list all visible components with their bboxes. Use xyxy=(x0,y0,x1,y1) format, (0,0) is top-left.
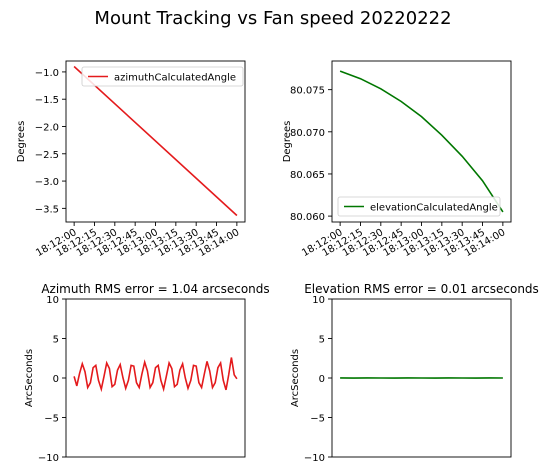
y-tick-label: −1.5 xyxy=(35,95,59,106)
y-axis-label: ArcSeconds xyxy=(24,349,35,407)
subplot-title: Elevation RMS error = 0.01 arcseconds xyxy=(304,282,539,296)
y-tick-label: 0 xyxy=(319,374,325,385)
y-axis-label: Degrees xyxy=(16,121,27,163)
subplot-4: 10 5 0 −5 −10 ArcSeconds Elevation RMS error =… xyxy=(290,282,539,464)
legend-box xyxy=(81,66,244,87)
series-line xyxy=(339,70,504,213)
y-tick-label: 80.065 xyxy=(290,170,325,181)
legend: elevationCalculatedAngle xyxy=(337,196,501,217)
y-tick-label: 80.070 xyxy=(290,128,325,139)
series-line xyxy=(73,65,238,217)
y-tick-label: −5 xyxy=(44,414,59,425)
subplot-2: 80.06080.06580.07080.07518:12:0018:12:15… xyxy=(282,60,512,259)
axes-layer: −1.0−1.5−2.0−2.5−3.0−3.518:12:0018:12:15… xyxy=(16,60,539,464)
y-tick-label: −2.5 xyxy=(35,150,59,161)
y-tick-label: 80.075 xyxy=(290,86,325,97)
y-tick-label: −3.5 xyxy=(35,204,59,215)
legend-label: elevationCalculatedAngle xyxy=(370,203,498,214)
y-tick-label: −3.0 xyxy=(35,177,59,188)
figure-title: Mount Tracking vs Fan speed 20220222 xyxy=(94,8,451,29)
y-tick-label: 5 xyxy=(319,335,325,346)
y-tick-label: −1.0 xyxy=(35,68,59,79)
legend-label: azimuthCalculatedAngle xyxy=(114,73,236,84)
subplot-title: Azimuth RMS error = 1.04 arcseconds xyxy=(41,282,269,296)
y-tick-label: 10 xyxy=(46,295,59,306)
y-tick-label: 0 xyxy=(53,374,59,385)
legend: azimuthCalculatedAngle xyxy=(81,66,244,87)
subplot-1: −1.0−1.5−2.0−2.5−3.0−3.518:12:0018:12:15… xyxy=(16,60,246,259)
plot-frame xyxy=(65,298,246,458)
legend-box xyxy=(337,196,501,217)
y-tick-label: 5 xyxy=(53,335,59,346)
y-tick-label: −2.0 xyxy=(35,122,59,133)
y-axis-label: Degrees xyxy=(282,121,293,163)
y-tick-label: −10 xyxy=(38,453,59,464)
y-tick-label: −5 xyxy=(310,414,325,425)
subplot-3: 10 5 0 −5 −10 ArcSeconds Azimuth RMS error = 1… xyxy=(24,282,270,464)
series-line xyxy=(73,357,238,393)
y-tick-label: 80.060 xyxy=(290,212,325,223)
y-tick-label: 10 xyxy=(312,295,325,306)
y-axis-label: ArcSeconds xyxy=(290,349,301,407)
y-tick-label: −10 xyxy=(304,453,325,464)
